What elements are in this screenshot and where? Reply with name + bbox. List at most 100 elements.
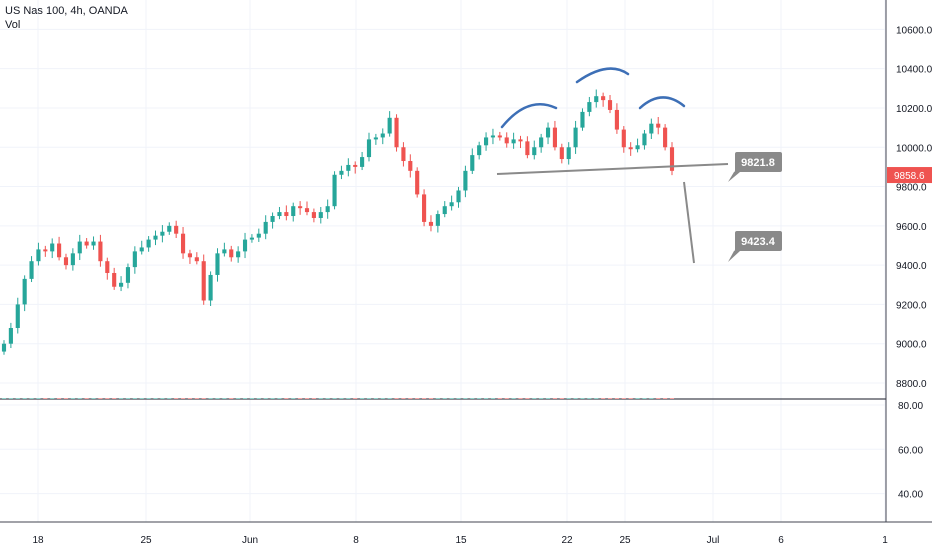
candle-body [311,212,316,218]
time-tick-label: 25 [140,535,152,546]
candle-body [8,327,13,344]
candle-body [112,272,117,287]
candle-body [339,170,344,175]
candle-body [270,216,275,222]
candle-body [449,202,454,207]
volume-bar [277,398,282,399]
price-tick-label: 9800.0 [896,183,927,194]
candle-body [497,135,502,138]
candle-body [669,147,675,171]
volume-bar [50,398,55,399]
volume-bar [132,398,137,399]
candle-body [504,137,509,144]
candle-body [236,251,241,258]
volume-bar [511,398,516,399]
candle-body [518,139,523,142]
candle-body [229,249,234,258]
candle-body [187,253,193,258]
volume-bar [180,398,186,399]
volume-bar [249,398,254,399]
volume-bar [373,398,378,399]
volume-bar [353,398,358,399]
price-tick-label: 10400.0 [896,65,932,76]
volume-bar [194,398,199,399]
last-price-tag [887,167,932,184]
candle-body [601,96,606,101]
time-tick-label: 22 [561,535,573,546]
volume-bar [594,398,599,399]
candle-body [490,135,496,138]
volume-bar [311,398,316,399]
price-tick-label: 10200.0 [896,104,932,115]
candle-body [249,237,254,240]
volume-bars [1,398,675,399]
candle-body [70,253,75,266]
candle-body [477,145,482,156]
volume-bar [256,398,261,399]
volume-tick-label: 60.00 [898,445,923,456]
volume-bar [483,398,489,399]
time-tick-label: Jun [242,535,258,546]
volume-label: Vol [5,19,21,31]
candle-body [532,147,537,156]
candle-body [208,274,213,301]
candle-body [353,164,358,167]
candle-body [1,343,7,352]
candle-body [194,257,199,262]
candle-body [614,109,619,130]
volume-tick-label: 80.00 [898,401,923,412]
price-tick-label: 9200.0 [896,300,927,311]
candle-body [408,161,413,171]
volume-bar [112,398,117,399]
volume-bar [366,398,372,399]
volume-bar [642,398,647,399]
volume-bar [298,398,303,399]
candle-body [50,243,55,252]
volume-bar [580,398,585,399]
candle-body [146,239,151,248]
volume-bar [304,398,310,399]
candle-body [380,133,385,138]
volume-bar [242,398,248,399]
candle-body [325,206,330,213]
candle-body [428,221,434,226]
price-tick-label: 9000.0 [896,340,927,351]
candle-body [77,241,82,254]
target-projection-line [683,181,695,264]
volume-bar [15,398,20,399]
candle-body [394,117,399,148]
volume-bar [8,398,13,399]
candle-body [642,133,647,146]
volume-bar [229,398,234,399]
candle-body [160,231,165,236]
neckline-value: 9821.8 [741,157,775,169]
volume-bar [490,398,496,399]
volume-bar [84,398,89,399]
candle-body [119,282,124,287]
candle-body [511,139,516,144]
volume-bar [70,398,75,399]
volume-bar [119,398,124,399]
candle-body [153,235,158,240]
neckline [496,163,729,175]
volume-bar [601,398,606,399]
volume-bar [29,398,34,399]
candle-body [215,253,220,275]
volume-bar [1,398,7,399]
volume-bar [504,398,509,399]
volume-bar [36,398,41,399]
volume-bar [291,398,296,399]
volume-bar [552,398,557,399]
candle-body [587,102,592,112]
time-tick-label: Jul [707,535,720,546]
time-tick-label: 6 [778,535,784,546]
candle-body [401,147,406,162]
candle-body [346,164,351,171]
volume-bar [607,398,613,399]
volume-tick-label: 40.00 [898,490,923,501]
candle-body [483,137,489,146]
candle-body [470,155,475,171]
volume-bar [566,398,571,399]
volume-bar [380,398,385,399]
